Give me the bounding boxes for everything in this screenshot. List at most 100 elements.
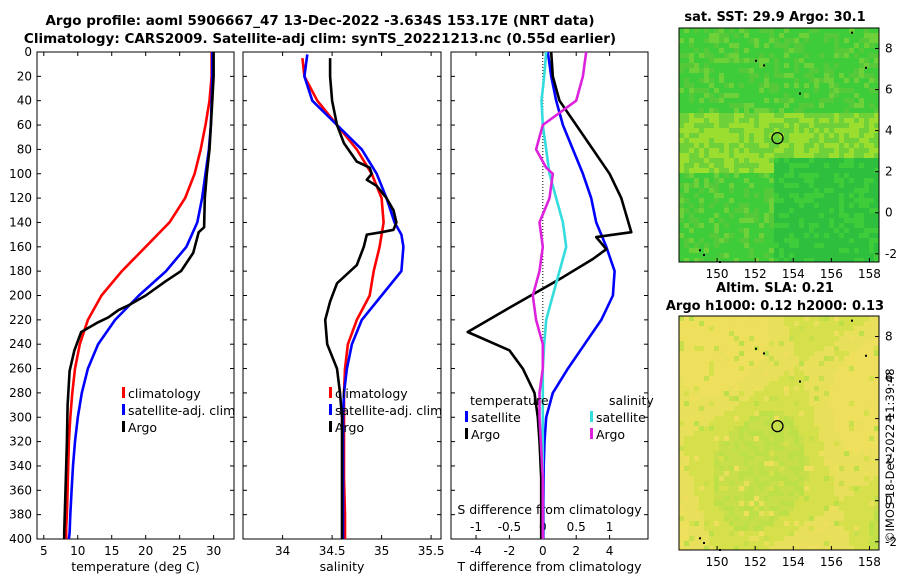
map-cell (814, 466, 819, 471)
map-cell (784, 218, 789, 223)
map-cell (719, 188, 724, 193)
map-cell (769, 481, 774, 486)
map-cell (789, 238, 794, 243)
map-cell (784, 541, 789, 546)
map-cell (844, 346, 849, 351)
map-cell (784, 203, 789, 208)
map-cell (819, 213, 824, 218)
map-cell (824, 33, 829, 38)
map-cell (849, 476, 854, 481)
map-cell (714, 48, 719, 53)
map-cell (834, 48, 839, 53)
map-cell (719, 341, 724, 346)
map-cell (854, 128, 859, 133)
map-cell (689, 416, 694, 421)
map-cell (699, 243, 704, 248)
map-cell (859, 28, 864, 33)
map-cell (699, 401, 704, 406)
map-cell (819, 123, 824, 128)
map-cell (684, 188, 689, 193)
map-cell (869, 163, 874, 168)
map-cell (839, 521, 844, 526)
map-cell (704, 446, 709, 451)
map-cell (789, 341, 794, 346)
map-cell (819, 183, 824, 188)
map-cell (719, 33, 724, 38)
map-cell (769, 321, 774, 326)
map-cell (734, 228, 739, 233)
map-cell (814, 351, 819, 356)
map-cell (829, 123, 834, 128)
map-cell (789, 486, 794, 491)
map-cell (694, 103, 699, 108)
map-cell (739, 108, 744, 113)
map-cell (764, 366, 769, 371)
map-cell (794, 228, 799, 233)
map-cell (849, 316, 854, 321)
map-cell (754, 148, 759, 153)
map-cell (834, 118, 839, 123)
map-cell (729, 531, 734, 536)
map-cell (714, 253, 719, 258)
map-cell (809, 386, 814, 391)
map-cell (749, 48, 754, 53)
map-cell (754, 326, 759, 331)
map-cell (784, 356, 789, 361)
map-cell (869, 128, 874, 133)
map-cell (689, 446, 694, 451)
plot-frame (36, 51, 235, 540)
map-cell (679, 361, 684, 366)
map-cell (684, 351, 689, 356)
y-tick-label: 280 (9, 386, 32, 400)
map-cell (874, 158, 879, 163)
map-cell (804, 531, 809, 536)
map-cell (724, 188, 729, 193)
map-cell (774, 238, 779, 243)
map-cell (799, 451, 804, 456)
map-cell (729, 238, 734, 243)
map-cell (759, 238, 764, 243)
map-cell (789, 138, 794, 143)
map-cell (714, 128, 719, 133)
map-x-tick-label: 150 (706, 267, 729, 281)
map-cell (759, 441, 764, 446)
map-cell (779, 336, 784, 341)
map-cell (739, 496, 744, 501)
map-cell (834, 356, 839, 361)
map-cell (839, 531, 844, 536)
map-cell (824, 103, 829, 108)
map-cell (829, 451, 834, 456)
map-cell (819, 148, 824, 153)
map-cell (774, 421, 779, 426)
map-cell (769, 541, 774, 546)
map-cell (719, 366, 724, 371)
map-cell (859, 233, 864, 238)
map-cell (689, 516, 694, 521)
map-cell (784, 441, 789, 446)
map-cell (834, 421, 839, 426)
x-tick-label: -2 (503, 544, 515, 558)
map-cell (724, 223, 729, 228)
map-cell (689, 178, 694, 183)
map-cell (829, 341, 834, 346)
map-cell (704, 58, 709, 63)
map-cell (869, 371, 874, 376)
map-cell (854, 213, 859, 218)
legend-label: Argo (596, 427, 625, 442)
map-cell (734, 531, 739, 536)
map-cell (829, 441, 834, 446)
map-cell (729, 58, 734, 63)
map-cell (679, 78, 684, 83)
map-cell (724, 516, 729, 521)
map-cell (724, 361, 729, 366)
map-cell (854, 351, 859, 356)
map-cell (834, 83, 839, 88)
map-cell (814, 316, 819, 321)
map-cell (729, 133, 734, 138)
map-cell (804, 68, 809, 73)
map-cell (849, 143, 854, 148)
map-cell (814, 183, 819, 188)
map-cell (854, 406, 859, 411)
map-cell (739, 371, 744, 376)
map-cell (869, 168, 874, 173)
